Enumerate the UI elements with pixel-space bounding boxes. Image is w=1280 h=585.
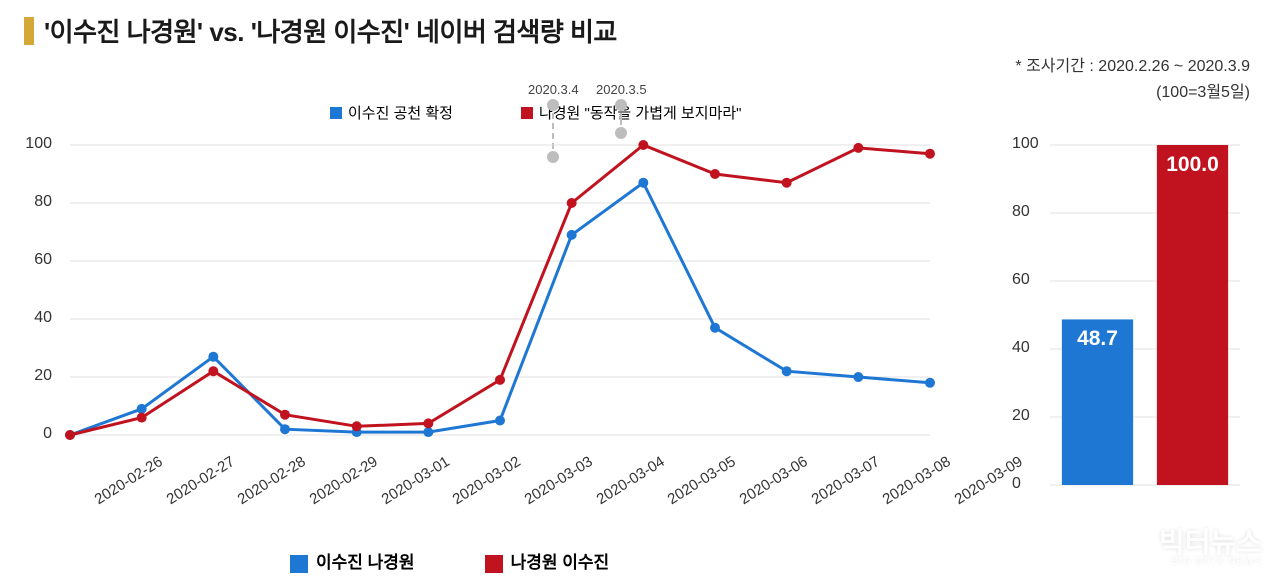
legend-top-blue: 이수진 공천 확정 — [330, 102, 453, 123]
y-tick-label: 80 — [12, 193, 52, 211]
annotation-2: 2020.3.5 — [596, 82, 647, 141]
line-chart — [60, 135, 940, 445]
watermark: 빅터뉴스 BIG DATA NEWS — [1159, 529, 1262, 567]
y-tick-label: 60 — [12, 251, 52, 269]
legend-bottom: 이수진 나경원 나경원 이수진 — [290, 548, 609, 573]
watermark-sub: BIG DATA NEWS — [1159, 557, 1262, 567]
x-axis: 2020-02-262020-02-272020-02-282020-02-29… — [60, 445, 940, 505]
square-icon — [485, 555, 503, 573]
y-tick-label: 40 — [12, 309, 52, 327]
y-tick-label-right: 40 — [1012, 339, 1052, 357]
dot-icon — [615, 99, 627, 111]
x-tick-label: 2020-03-02 — [450, 453, 524, 508]
title-accent-bar — [24, 17, 34, 45]
bar-value-label: 48.7 — [1062, 327, 1133, 351]
x-tick-label: 2020-03-01 — [378, 453, 452, 508]
legend-top-blue-label: 이수진 공천 확정 — [348, 102, 453, 123]
x-tick-label: 2020-02-26 — [92, 453, 166, 508]
annotation-2-date: 2020.3.5 — [596, 82, 647, 97]
x-tick-label: 2020-03-05 — [665, 453, 739, 508]
line-chart-svg — [60, 135, 940, 445]
legend-bottom-blue-label: 이수진 나경원 — [316, 553, 415, 572]
legend-bottom-blue: 이수진 나경원 — [290, 548, 415, 573]
bar-value-label: 100.0 — [1157, 153, 1228, 177]
x-tick-label: 2020-03-08 — [880, 453, 954, 508]
x-tick-label: 2020-03-06 — [737, 453, 811, 508]
y-tick-label-right: 20 — [1012, 407, 1052, 425]
chart-title: '이수진 나경원' vs. '나경원 이수진' 네이버 검색량 비교 — [44, 12, 617, 49]
square-icon — [330, 107, 342, 119]
watermark-main: 빅터뉴스 — [1159, 527, 1262, 558]
legend-bottom-red-label: 나경원 이수진 — [511, 553, 610, 572]
y-tick-label-right: 60 — [1012, 271, 1052, 289]
y-tick-label: 0 — [12, 425, 52, 443]
y-tick-label-right: 80 — [1012, 203, 1052, 221]
y-tick-label-right: 0 — [1012, 475, 1052, 493]
x-tick-label: 2020-02-28 — [235, 453, 309, 508]
scale-note: (100=3월5일) — [1156, 78, 1250, 102]
dotted-line-icon — [620, 113, 622, 125]
x-tick-label: 2020-03-04 — [593, 453, 667, 508]
x-tick-label: 2020-02-29 — [307, 453, 381, 508]
annotation-1-date: 2020.3.4 — [528, 82, 579, 97]
x-tick-label: 2020-03-07 — [808, 453, 882, 508]
y-tick-label: 100 — [12, 135, 52, 153]
bar-chart-svg — [1010, 135, 1250, 505]
x-tick-label: 2020-02-27 — [163, 453, 237, 508]
x-tick-label: 2020-03-03 — [522, 453, 596, 508]
square-icon — [290, 555, 308, 573]
legend-bottom-red: 나경원 이수진 — [485, 548, 610, 573]
y-tick-label: 20 — [12, 367, 52, 385]
y-tick-label-right: 100 — [1012, 135, 1052, 153]
survey-period: * 조사기간 : 2020.2.26 ~ 2020.3.9 — [1015, 52, 1250, 76]
dot-icon — [547, 99, 559, 111]
chart-header: '이수진 나경원' vs. '나경원 이수진' 네이버 검색량 비교 — [24, 12, 617, 49]
bar-chart — [1010, 135, 1250, 505]
